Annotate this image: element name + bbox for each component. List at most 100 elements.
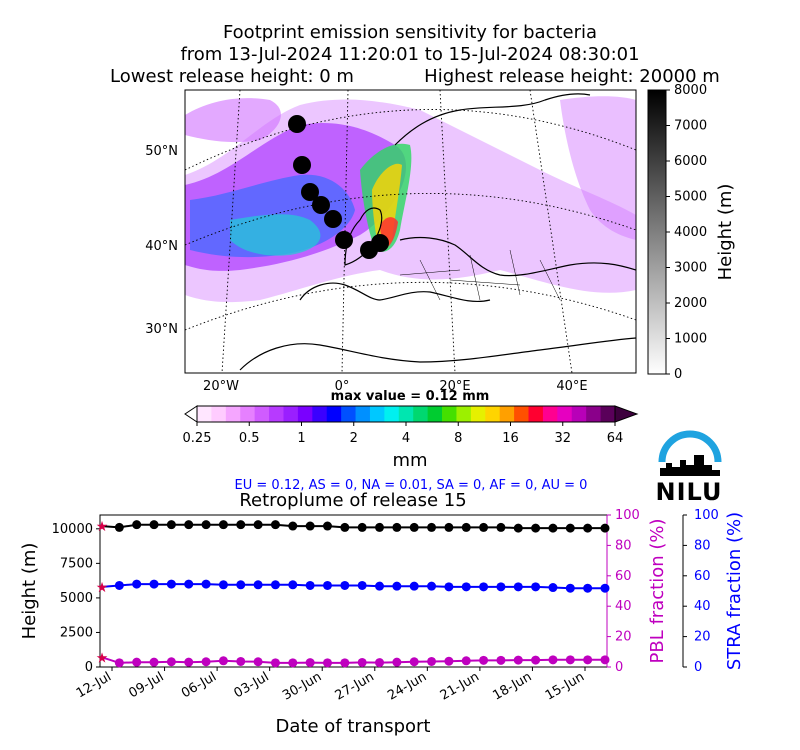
pbl-tick-label: 40 <box>615 599 632 614</box>
pbl-series-start-marker: ★ <box>96 650 109 666</box>
pbl-series-point <box>427 656 437 666</box>
stra-tick-label: 40 <box>694 599 711 614</box>
stra-series-point <box>322 580 332 590</box>
y-tick-label: 7500 <box>60 556 93 571</box>
x-tick-label: 18-Jun <box>490 669 534 703</box>
pbl-series-point <box>253 657 263 667</box>
sensitivity-colorbar-segment <box>225 406 241 422</box>
pbl-series-point <box>340 658 350 668</box>
height-colorbar-tick-label: 3000 <box>674 261 707 276</box>
pbl-axis-label: PBL fraction (%) <box>647 519 668 664</box>
pbl-series-point <box>409 657 419 667</box>
sensitivity-unit-label: mm <box>392 450 427 471</box>
x-tick-label: 03-Jul <box>232 669 272 701</box>
height-series-point <box>114 522 124 532</box>
sensitivity-colorbar-segment <box>283 406 299 422</box>
pbl-series-point <box>305 658 315 668</box>
field-north-purple <box>185 98 281 143</box>
release-point <box>293 156 311 174</box>
stra-series-point <box>236 580 246 590</box>
sensitivity-colorbar-segment <box>197 406 212 422</box>
height-colorbar: 8000 7000 6000 5000 4000 3000 2000 1000 0 Height… <box>647 83 736 382</box>
stra-series-point <box>288 580 298 590</box>
height-series-point <box>565 523 575 533</box>
stra-series-point <box>600 583 610 593</box>
region-fractions: EU = 0.12, AS = 0, NA = 0.01, SA = 0, AF… <box>235 478 588 493</box>
height-series-point <box>409 522 419 532</box>
height-series-point <box>270 520 280 530</box>
graticule-lat-40 <box>185 192 636 246</box>
stra-tick-label: 0 <box>694 660 702 675</box>
height-series-point <box>218 520 228 530</box>
height-series-point <box>201 520 211 530</box>
country-borders <box>399 249 561 301</box>
stra-series-point <box>166 579 176 589</box>
pbl-tick-label: 80 <box>615 538 632 553</box>
stra-series-point <box>357 580 367 590</box>
pbl-series-point <box>132 657 142 667</box>
stra-series-point <box>496 582 506 592</box>
sensitivity-colorbar-segment <box>485 406 501 422</box>
height-colorbar-tick-label: 4000 <box>674 225 707 240</box>
sensitivity-colorbar-segment <box>297 406 313 422</box>
height-colorbar-tick-label: 0 <box>674 367 682 382</box>
sensitivity-colorbar-segment <box>499 406 515 422</box>
release-point <box>288 115 306 133</box>
height-colorbar-tick-label: 2000 <box>674 296 707 311</box>
lon-label-20e: 20°E <box>439 379 470 394</box>
height-series-point <box>531 523 541 533</box>
height-colorbar-tick-label: 1000 <box>674 332 707 347</box>
logo-skyline <box>660 455 720 476</box>
release-point <box>335 231 353 249</box>
pbl-series-point <box>149 657 159 667</box>
stra-tick-label: 20 <box>694 630 711 645</box>
pbl-series-point <box>236 656 246 666</box>
pbl-series-point <box>201 657 211 667</box>
pbl-series-point <box>114 658 124 668</box>
map-frame <box>184 89 637 374</box>
height-series-point <box>322 521 332 531</box>
height-series-point <box>305 521 315 531</box>
sensitivity-colorbar-tick-label: 2 <box>350 431 358 446</box>
coastline-south <box>299 282 491 303</box>
sensitivity-colorbar-segment <box>384 406 400 422</box>
graticule-lat-50 <box>185 109 636 171</box>
stra-series-point <box>270 580 280 590</box>
sensitivity-colorbar-segment <box>514 406 530 422</box>
height-series-point <box>600 523 610 533</box>
pbl-tick-label: 100 <box>615 508 640 523</box>
stra-series-point <box>305 580 315 590</box>
pbl-series-point <box>565 655 575 665</box>
stra-series-point <box>375 581 385 591</box>
graticule-lat-30 <box>185 281 636 331</box>
graticule-lon-20e <box>439 90 456 373</box>
colorbar-min-extension <box>184 405 198 423</box>
stra-series-point <box>392 581 402 591</box>
sensitivity-colorbar-tick-label: 8 <box>454 431 462 446</box>
stra-series-point <box>409 581 419 591</box>
pbl-series-point <box>218 656 228 666</box>
sensitivity-colorbar-segment <box>542 406 558 422</box>
stra-series-point <box>201 579 211 589</box>
sensitivity-colorbar-segment <box>269 406 284 422</box>
stra-axis-label: STRA fraction (%) <box>724 512 745 670</box>
footprint-map: 50°N 40°N 30°N 20°W 0° 20°E 40°E <box>145 89 637 394</box>
logo-arc <box>658 430 722 463</box>
stra-series-point <box>461 582 471 592</box>
sensitivity-colorbar-segment <box>413 406 429 422</box>
sensitivity-colorbar-segment <box>456 406 472 422</box>
sensitivity-colorbar-segment <box>326 406 342 422</box>
chart-title: Retroplume of release 15 <box>239 490 466 511</box>
height-series-point <box>444 522 454 532</box>
height-series-point <box>461 522 471 532</box>
pbl-series-point <box>357 657 367 667</box>
logo-text: NILU <box>656 478 723 506</box>
field-east-purple <box>560 96 636 240</box>
x-tick-label: 12-Jul <box>74 669 114 701</box>
y-tick-label: 10000 <box>52 522 93 537</box>
pbl-series-point <box>583 655 593 665</box>
graticule-lon-20w <box>221 90 241 373</box>
field-yellow <box>372 163 402 249</box>
height-series-point <box>375 522 385 532</box>
release-point <box>324 210 342 228</box>
